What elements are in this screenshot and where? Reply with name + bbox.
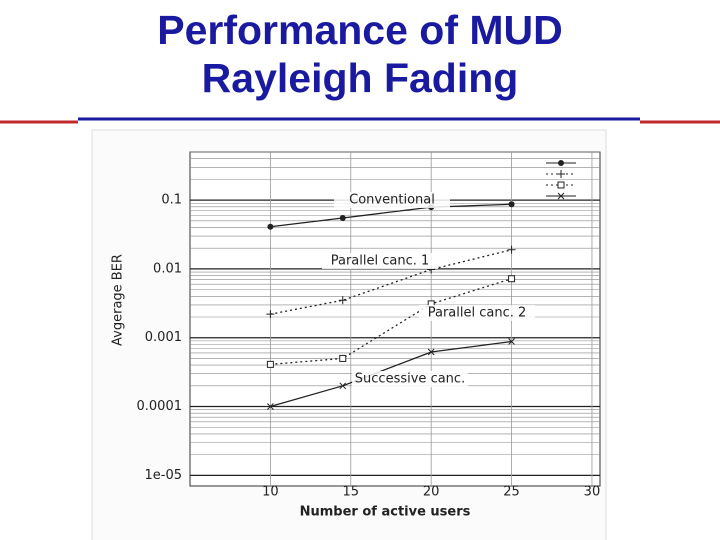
x-tick-label: 25 bbox=[503, 485, 520, 500]
point bbox=[267, 223, 274, 230]
point bbox=[507, 245, 516, 254]
point bbox=[266, 310, 275, 319]
x-tick-label: 15 bbox=[343, 485, 360, 500]
point bbox=[339, 214, 346, 221]
point bbox=[557, 170, 565, 178]
series-line bbox=[270, 340, 512, 408]
y-axis-label: Avgerage BER bbox=[111, 254, 126, 346]
point bbox=[338, 296, 347, 305]
x-tick-label: 10 bbox=[262, 485, 279, 500]
label-bg bbox=[352, 371, 468, 387]
point bbox=[508, 338, 515, 345]
x-tick-label: 20 bbox=[423, 485, 440, 500]
x-tick-label: 30 bbox=[584, 485, 601, 500]
point bbox=[508, 275, 516, 283]
point bbox=[558, 160, 564, 166]
label-bg bbox=[334, 192, 450, 208]
y-tick-label: 0.1 bbox=[161, 193, 182, 208]
series-line bbox=[270, 203, 512, 228]
series-label: Conventional bbox=[349, 193, 435, 208]
point bbox=[427, 348, 435, 356]
point bbox=[339, 382, 347, 390]
y-tick-label: 0.01 bbox=[153, 261, 182, 276]
point bbox=[508, 201, 515, 208]
slide-title: Performance of MUD bbox=[157, 7, 563, 53]
label-bg bbox=[419, 305, 535, 321]
y-tick-label: 0.001 bbox=[145, 330, 182, 345]
point bbox=[557, 181, 565, 189]
series-line bbox=[270, 278, 512, 366]
point bbox=[266, 360, 274, 368]
point bbox=[267, 403, 274, 410]
x-axis-label: Number of active users bbox=[300, 505, 471, 520]
series-label: Successive canc. bbox=[355, 372, 465, 387]
series-line bbox=[270, 249, 512, 315]
point bbox=[339, 354, 347, 362]
y-tick-label: 1e-05 bbox=[144, 468, 182, 483]
point bbox=[557, 192, 565, 200]
slide-title: Rayleigh Fading bbox=[201, 55, 519, 101]
label-bg bbox=[322, 253, 438, 269]
y-tick-label: 0.0001 bbox=[137, 399, 183, 414]
series-label: Parallel canc. 1 bbox=[331, 254, 430, 269]
series-label: Parallel canc. 2 bbox=[428, 306, 527, 321]
